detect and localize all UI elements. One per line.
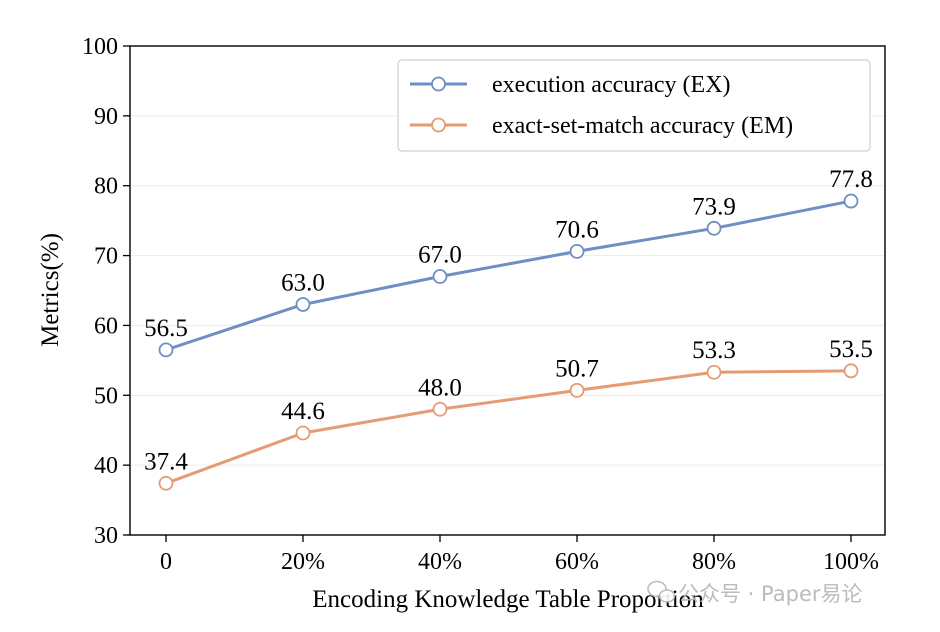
wechat-icon	[647, 580, 676, 603]
x-tick-label: 0	[160, 549, 172, 575]
data-label-ex: 63.0	[281, 269, 325, 296]
y-tick-label: 30	[94, 523, 118, 549]
x-tick-label: 80%	[692, 549, 736, 575]
series-lines	[158, 193, 859, 491]
data-label-em: 37.4	[144, 448, 188, 475]
legend-frame	[397, 59, 871, 152]
watermark: 公众号 · Paper易论	[647, 580, 863, 606]
legend: execution accuracy (EX) exact-set-match …	[397, 59, 871, 152]
data-label-ex: 70.6	[555, 216, 599, 243]
y-tick-label: 100	[82, 34, 118, 60]
data-point-em	[843, 363, 859, 379]
data-label-em: 50.7	[555, 355, 599, 382]
data-point-ex	[158, 342, 174, 358]
x-tick-label: 40%	[418, 549, 462, 575]
data-point-em	[158, 475, 174, 491]
data-label-em: 53.3	[692, 337, 736, 364]
data-label-ex: 67.0	[418, 242, 462, 269]
y-tick-label: 90	[94, 104, 118, 130]
data-point-em	[706, 364, 722, 380]
data-point-ex	[432, 269, 448, 284]
data-point-em	[432, 401, 448, 417]
axes	[129, 45, 886, 536]
x-tick-label: 60%	[555, 549, 599, 575]
data-label-em: 44.6	[281, 398, 325, 425]
data-point-em	[295, 425, 311, 441]
legend-marker-ex	[431, 76, 446, 92]
data-label-ex: 56.5	[144, 315, 188, 342]
x-tick-label: 100%	[823, 549, 879, 575]
y-tick-label: 80	[94, 174, 118, 200]
legend-label-em: exact-set-match accuracy (EM)	[492, 113, 793, 139]
series-line-ex	[165, 199, 852, 352]
data-labels: 56.5 63.0 67.0 70.6 73.9 77.8 37.4 44.6 48.0 50.7…	[144, 166, 873, 475]
plot-area-frame	[129, 45, 886, 536]
data-point-em	[569, 382, 585, 398]
data-point-ex	[295, 297, 311, 312]
data-point-ex	[569, 243, 585, 259]
y-tick-label: 50	[94, 383, 118, 409]
data-label-em: 53.5	[829, 336, 873, 363]
data-label-ex: 77.8	[829, 166, 873, 193]
data-label-ex: 73.9	[692, 193, 736, 220]
x-tick-label: 20%	[281, 549, 325, 575]
y-tick-label: 40	[94, 453, 118, 479]
legend-marker-em	[431, 117, 446, 133]
legend-label-ex: execution accuracy (EX)	[492, 72, 731, 98]
series-line-em	[165, 369, 852, 485]
y-tick-label: 70	[94, 244, 118, 270]
x-axis-title: Encoding Knowledge Table Proportion	[312, 586, 704, 613]
gridlines	[130, 115, 885, 466]
data-label-em: 48.0	[418, 374, 462, 401]
data-point-ex	[843, 193, 859, 209]
watermark-text: 公众号 · Paper易论	[678, 582, 863, 606]
y-tick-label: 60	[94, 313, 118, 339]
y-axis-title: Metrics(%)	[37, 233, 64, 347]
ticks: 30 40 50 60 70 80 90 100 0 20% 40% 60% 80% 100%	[82, 34, 879, 575]
data-point-ex	[706, 220, 722, 236]
